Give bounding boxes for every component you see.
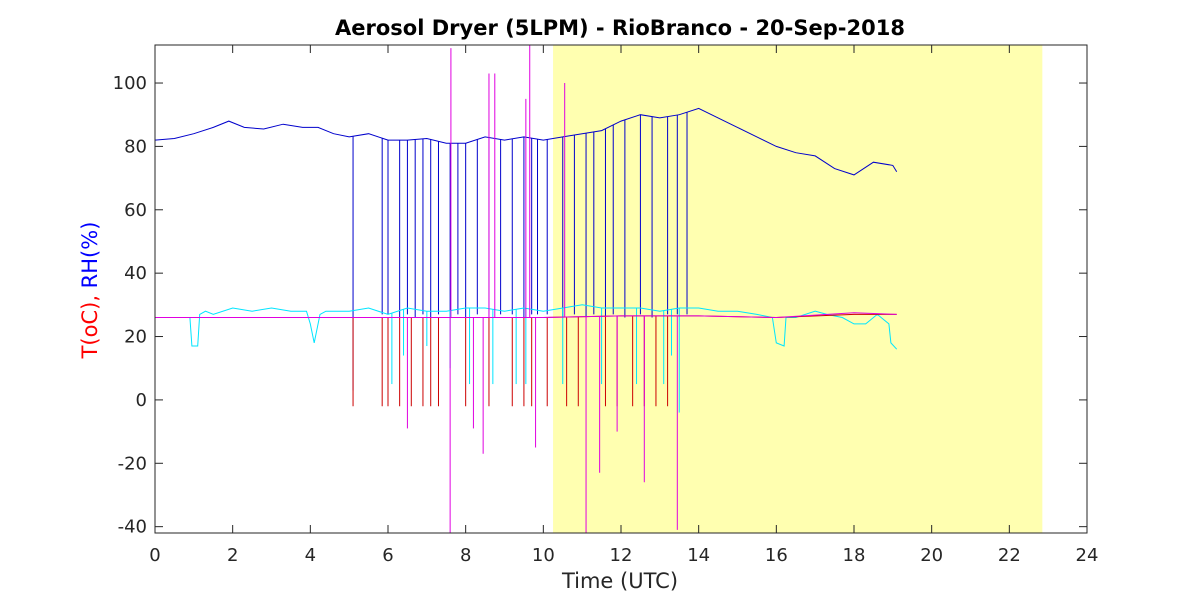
x-tick-label: 8 (460, 545, 471, 566)
y-label-part-1: RH(%) (78, 222, 102, 289)
x-tick-label: 16 (765, 545, 788, 566)
x-tick-label: 20 (920, 545, 943, 566)
x-tick-label: 22 (998, 545, 1021, 566)
x-tick-label: 6 (382, 545, 393, 566)
y-tick-label: -20 (118, 453, 147, 474)
x-tick-label: 12 (610, 545, 633, 566)
x-axis-label: Time (UTC) (561, 569, 678, 593)
y-axis-ticks: -40 -20 0 20 40 60 80 100 (113, 73, 1087, 538)
series-layer (154, 45, 898, 533)
x-tick-label: 0 (149, 545, 160, 566)
y-tick-label: -40 (118, 517, 147, 538)
x-tick-label: 4 (305, 545, 316, 566)
series-3-line (155, 312, 897, 319)
y-axis-label: T(oC), RH(%) (78, 222, 102, 360)
x-tick-label: 10 (532, 545, 555, 566)
x-axis-ticks: 0 2 4 6 8 10 12 14 16 18 20 22 24 (149, 45, 1098, 566)
y-tick-label: 60 (124, 200, 147, 221)
y-tick-label: 20 (124, 327, 147, 348)
y-tick-label: 100 (113, 73, 147, 94)
x-tick-label: 2 (227, 545, 238, 566)
y-tick-label: 80 (124, 136, 147, 157)
x-tick-label: 14 (687, 545, 710, 566)
series-0 (154, 107, 898, 391)
series-1-line (155, 304, 898, 350)
x-tick-label: 24 (1076, 545, 1099, 566)
y-tick-label: 0 (136, 390, 147, 411)
y-tick-label: 40 (124, 263, 147, 284)
chart-title: Aerosol Dryer (5LPM) - RioBranco - 20-Se… (335, 16, 905, 40)
series-3 (155, 45, 897, 533)
x-tick-label: 18 (843, 545, 866, 566)
y-label-part-0: T(oC), (78, 288, 102, 359)
nighttime-shading (553, 45, 1043, 533)
